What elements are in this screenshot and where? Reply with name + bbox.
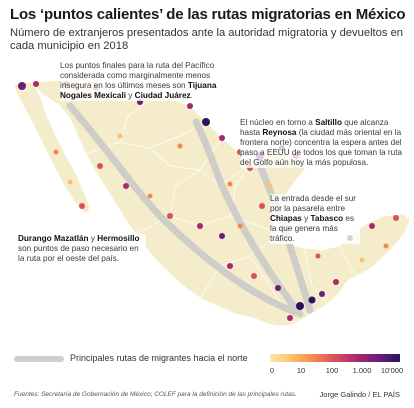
annotation-north: Los puntos finales para la ruta del Pací…	[60, 61, 238, 101]
scale-tick-10000: 10'000	[380, 366, 404, 375]
route-legend-swatch	[14, 356, 64, 362]
route-legend-label: Principales rutas de migrantes hacia el …	[70, 353, 248, 363]
scale-tick-0: 0	[269, 366, 275, 375]
annotation-west: Durango Mazatlán y Hermosillo son puntos…	[18, 234, 146, 264]
map-title: Los ‘puntos calientes’ de las rutas migr…	[10, 6, 406, 23]
route-pacific	[66, 102, 304, 318]
scale-tick-10: 10	[296, 366, 306, 375]
annotation-east: El núcleo en torno a Saltillo que alcanz…	[240, 118, 410, 168]
route-center	[192, 118, 304, 318]
scale-tick-100: 100	[325, 366, 339, 375]
scale-tick-1000: 1.000	[352, 366, 372, 375]
map-subtitle: Número de extranjeros presentados ante l…	[10, 27, 404, 52]
annotation-south: La entrada desde el sur por la pasarela …	[270, 194, 360, 244]
credit: Jorge Galindo / EL PAÍS	[319, 390, 400, 399]
source-note: Fuentes: Secretaría de Gobernación de Mé…	[14, 391, 297, 398]
color-scale-bar	[270, 354, 400, 362]
